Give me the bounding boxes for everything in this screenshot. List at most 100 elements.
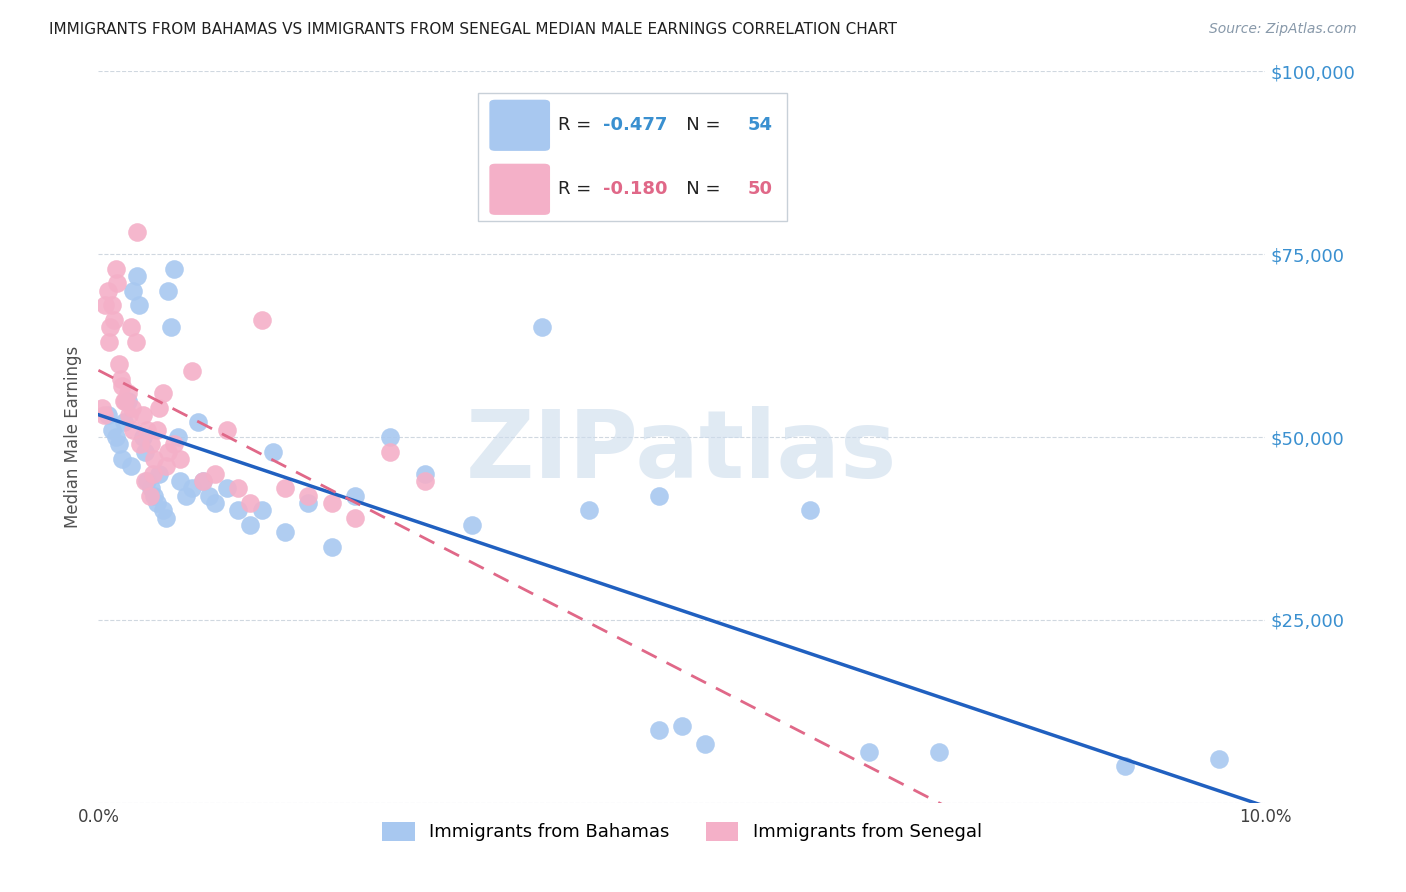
Point xyxy=(117,386,139,401)
Point xyxy=(193,474,215,488)
Point xyxy=(159,320,181,334)
Point xyxy=(146,423,169,437)
Point xyxy=(530,320,553,334)
Point xyxy=(143,489,166,503)
Point xyxy=(647,489,669,503)
Point xyxy=(90,401,112,415)
Text: -0.180: -0.180 xyxy=(603,180,666,198)
Point xyxy=(262,444,284,458)
Point xyxy=(157,444,180,458)
Text: -0.477: -0.477 xyxy=(603,116,666,135)
Point xyxy=(104,261,127,276)
Text: N =: N = xyxy=(669,116,727,135)
Point xyxy=(274,525,297,540)
Point xyxy=(128,298,150,312)
Point xyxy=(163,261,186,276)
Point xyxy=(134,474,156,488)
Point xyxy=(139,489,162,503)
Point xyxy=(193,474,215,488)
Point xyxy=(97,284,120,298)
Point xyxy=(93,408,115,422)
Point xyxy=(132,408,155,422)
Point xyxy=(228,481,250,495)
Point xyxy=(152,386,174,401)
Point xyxy=(110,371,132,385)
Point xyxy=(112,393,135,408)
Text: ZIPatlas: ZIPatlas xyxy=(467,406,897,498)
Point xyxy=(136,474,159,488)
Point xyxy=(695,737,717,751)
Point xyxy=(1114,759,1136,773)
Point xyxy=(461,517,484,532)
Point xyxy=(117,393,139,408)
Point xyxy=(142,467,165,481)
Point xyxy=(108,357,131,371)
Point xyxy=(148,467,170,481)
Point xyxy=(344,510,367,524)
Point xyxy=(129,437,152,451)
Point xyxy=(215,481,238,495)
Point xyxy=(198,489,221,503)
Point xyxy=(169,452,191,467)
Point xyxy=(146,496,169,510)
Point xyxy=(152,503,174,517)
Text: IMMIGRANTS FROM BAHAMAS VS IMMIGRANTS FROM SENEGAL MEDIAN MALE EARNINGS CORRELAT: IMMIGRANTS FROM BAHAMAS VS IMMIGRANTS FR… xyxy=(49,22,897,37)
Point xyxy=(101,423,124,437)
FancyBboxPatch shape xyxy=(489,100,550,151)
Point xyxy=(94,298,117,312)
Point xyxy=(108,437,131,451)
Point xyxy=(187,416,209,430)
Text: R =: R = xyxy=(558,116,598,135)
Point xyxy=(380,444,402,458)
Point xyxy=(166,430,188,444)
Point xyxy=(125,334,148,349)
Text: N =: N = xyxy=(669,180,727,198)
Text: R =: R = xyxy=(558,180,598,198)
Point xyxy=(143,452,166,467)
Point xyxy=(101,298,124,312)
Point xyxy=(132,430,155,444)
Point xyxy=(250,313,273,327)
Point xyxy=(321,496,343,510)
Point xyxy=(97,334,120,349)
Point xyxy=(413,467,436,481)
Point xyxy=(120,459,142,474)
Point xyxy=(134,444,156,458)
Point xyxy=(157,284,180,298)
Point xyxy=(799,503,821,517)
Point xyxy=(139,437,162,451)
Text: 54: 54 xyxy=(747,116,772,135)
Text: Source: ZipAtlas.com: Source: ZipAtlas.com xyxy=(1209,22,1357,37)
Point xyxy=(155,510,177,524)
Point xyxy=(125,269,148,284)
Legend: Immigrants from Bahamas, Immigrants from Senegal: Immigrants from Bahamas, Immigrants from… xyxy=(375,814,988,848)
Point xyxy=(174,489,197,503)
Point xyxy=(111,452,134,467)
Point xyxy=(204,496,226,510)
Point xyxy=(297,496,319,510)
Point xyxy=(121,401,143,415)
Point xyxy=(163,437,186,451)
Point xyxy=(239,496,262,510)
Point xyxy=(413,474,436,488)
Point xyxy=(250,503,273,517)
Point xyxy=(136,423,159,437)
Point xyxy=(180,364,202,378)
Point xyxy=(97,408,120,422)
Point xyxy=(98,320,121,334)
Point xyxy=(139,481,162,495)
Point xyxy=(1208,752,1230,766)
FancyBboxPatch shape xyxy=(489,164,550,215)
Point xyxy=(118,408,141,422)
Point xyxy=(671,719,693,733)
Point xyxy=(105,277,128,291)
Point xyxy=(297,489,319,503)
Point xyxy=(204,467,226,481)
Point xyxy=(647,723,669,737)
Point xyxy=(578,503,600,517)
Point xyxy=(215,423,238,437)
Point xyxy=(125,225,148,239)
Point xyxy=(104,430,127,444)
Point xyxy=(321,540,343,554)
Point xyxy=(228,503,250,517)
